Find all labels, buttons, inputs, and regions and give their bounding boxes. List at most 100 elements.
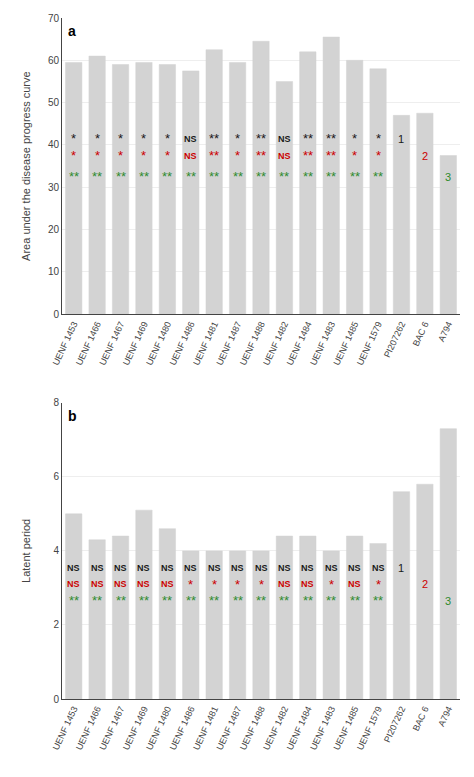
svg-text:*: * [71,148,76,163]
svg-text:**: ** [186,169,196,184]
svg-text:UENF 1453: UENF 1453 [51,705,80,752]
svg-text:*: * [71,131,76,146]
svg-text:**: ** [326,131,336,146]
svg-text:**: ** [209,593,219,608]
svg-text:UENF 1483: UENF 1483 [308,705,337,752]
svg-text:50: 50 [48,97,60,108]
svg-text:*: * [165,148,170,163]
svg-text:**: ** [373,169,383,184]
svg-text:20: 20 [48,224,60,235]
svg-text:**: ** [162,593,172,608]
svg-text:4: 4 [53,545,59,556]
svg-text:6: 6 [53,471,59,482]
svg-text:**: ** [303,131,313,146]
svg-text:*: * [376,148,381,163]
svg-text:10: 10 [48,266,60,277]
svg-text:NS: NS [114,579,127,589]
svg-text:NS: NS [184,151,197,161]
svg-text:8: 8 [53,397,59,408]
svg-text:70: 70 [48,13,60,24]
svg-text:UENF 1469: UENF 1469 [121,320,150,367]
svg-text:**: ** [209,169,219,184]
svg-text:*: * [376,131,381,146]
svg-text:UENF 1467: UENF 1467 [97,320,126,367]
svg-text:UENF 1486: UENF 1486 [168,705,197,752]
svg-text:*: * [141,148,146,163]
svg-text:UENF 1453: UENF 1453 [51,320,80,367]
svg-text:**: ** [69,169,79,184]
svg-text:60: 60 [48,55,60,66]
svg-text:*: * [352,131,357,146]
svg-text:NS: NS [137,579,150,589]
svg-text:UENF 1481: UENF 1481 [191,320,220,367]
svg-text:**: ** [350,593,360,608]
svg-text:NS: NS [325,563,338,573]
svg-text:NS: NS [372,563,385,573]
svg-text:**: ** [92,169,102,184]
svg-text:UENF 1481: UENF 1481 [191,705,220,752]
svg-text:30: 30 [48,182,60,193]
svg-text:**: ** [116,593,126,608]
svg-text:NS: NS [231,563,244,573]
svg-text:*: * [235,577,240,592]
svg-text:2: 2 [53,619,59,630]
svg-text:40: 40 [48,139,60,150]
svg-text:UENF 1480: UENF 1480 [144,705,173,752]
svg-text:**: ** [279,169,289,184]
svg-text:NS: NS [67,563,80,573]
svg-text:NS: NS [301,563,314,573]
svg-text:**: ** [233,593,243,608]
svg-text:UENF 1482: UENF 1482 [261,705,290,752]
svg-text:NS: NS [348,579,361,589]
svg-text:UENF 1484: UENF 1484 [285,705,314,752]
svg-text:2: 2 [422,150,428,162]
svg-text:A794: A794 [436,320,454,343]
svg-text:**: ** [186,593,196,608]
svg-text:Area under the disease progres: Area under the disease progress curve [20,71,32,261]
svg-text:NS: NS [278,579,291,589]
svg-text:0: 0 [53,309,59,320]
svg-text:NS: NS [91,563,104,573]
svg-text:UENF 1467: UENF 1467 [97,705,126,752]
svg-text:*: * [95,131,100,146]
svg-text:**: ** [139,169,149,184]
svg-text:UENF 1486: UENF 1486 [168,320,197,367]
svg-text:3: 3 [445,171,451,183]
svg-text:**: ** [279,593,289,608]
svg-text:NS: NS [278,563,291,573]
svg-text:**: ** [233,169,243,184]
svg-text:**: ** [303,148,313,163]
svg-text:**: ** [373,593,383,608]
svg-text:BAC 6: BAC 6 [411,320,431,348]
svg-text:*: * [95,148,100,163]
svg-text:**: ** [209,148,219,163]
svg-text:**: ** [256,593,266,608]
svg-text:**: ** [303,593,313,608]
svg-text:*: * [141,131,146,146]
svg-text:*: * [118,131,123,146]
svg-text:UENF 1466: UENF 1466 [74,320,103,367]
svg-text:**: ** [162,169,172,184]
svg-text:BAC 6: BAC 6 [411,705,431,733]
svg-text:UENF 1480: UENF 1480 [144,320,173,367]
svg-text:1: 1 [398,133,404,145]
svg-text:UENF 1482: UENF 1482 [261,320,290,367]
svg-text:NS: NS [184,134,197,144]
svg-text:*: * [376,577,381,592]
svg-text:**: ** [326,593,336,608]
svg-text:UENF 1579: UENF 1579 [355,320,384,367]
svg-text:NS: NS [91,579,104,589]
svg-text:NS: NS [114,563,127,573]
svg-text:UENF 1485: UENF 1485 [332,320,361,367]
svg-text:*: * [118,148,123,163]
svg-text:*: * [259,577,264,592]
svg-text:PI207262: PI207262 [382,320,407,359]
svg-text:NS: NS [278,134,291,144]
svg-text:a: a [68,23,76,39]
svg-text:UENF 1483: UENF 1483 [308,320,337,367]
svg-text:NS: NS [278,151,291,161]
svg-text:*: * [212,577,217,592]
svg-text:NS: NS [208,563,221,573]
svg-text:**: ** [256,131,266,146]
svg-text:UENF 1466: UENF 1466 [74,705,103,752]
